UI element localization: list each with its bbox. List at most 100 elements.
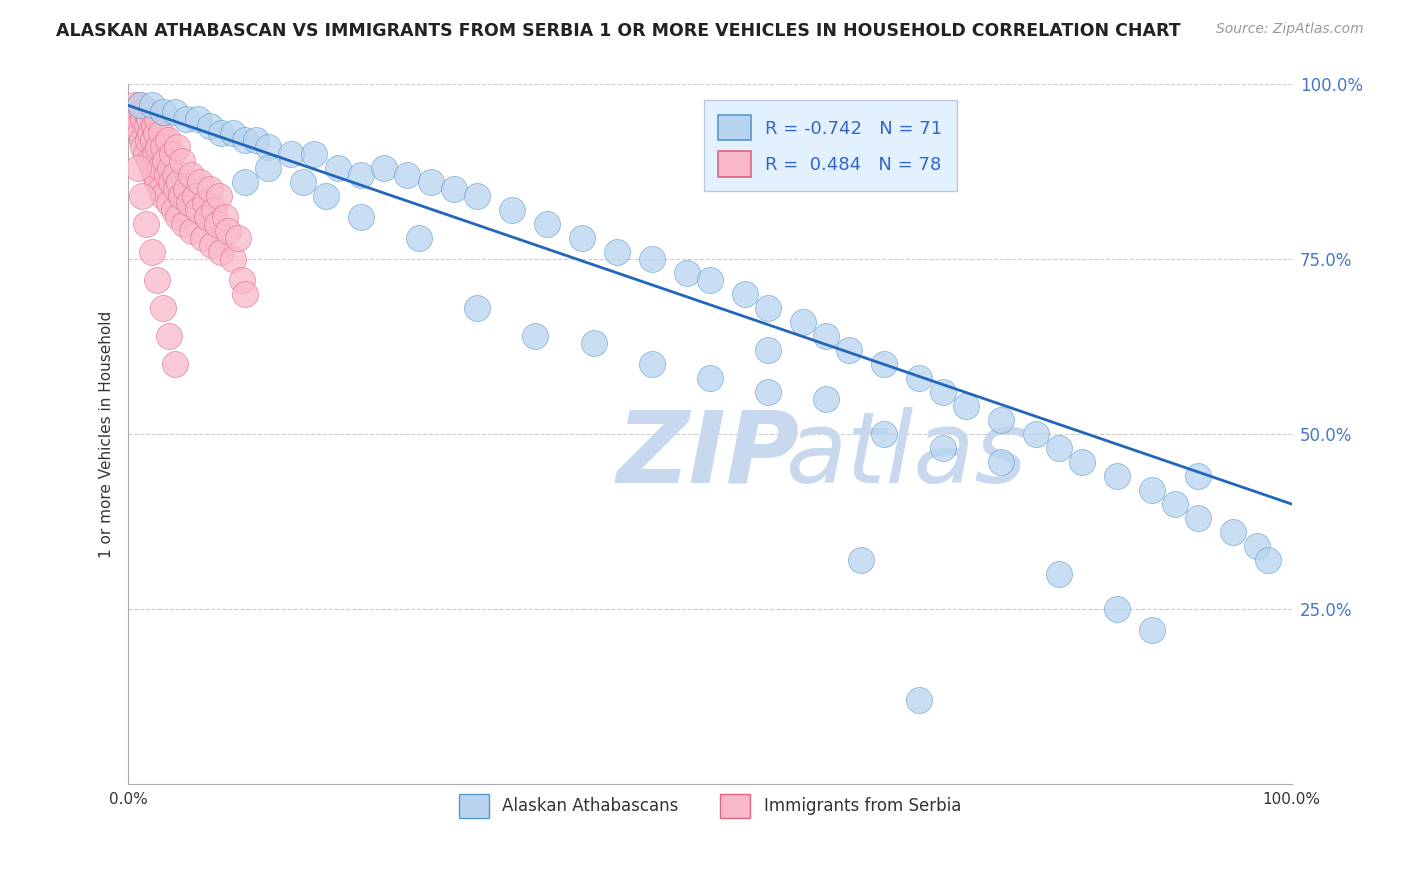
Point	[139, 127, 162, 141]
Point	[125, 105, 148, 120]
Point	[1105, 602, 1128, 616]
Point	[641, 252, 664, 267]
Point	[122, 112, 145, 127]
Point	[501, 203, 523, 218]
Point	[138, 112, 160, 127]
Point	[152, 189, 174, 203]
Point	[699, 273, 721, 287]
Point	[465, 189, 488, 203]
Point	[931, 441, 953, 455]
Point	[198, 120, 221, 134]
Point	[131, 105, 153, 120]
Point	[128, 98, 150, 112]
Point	[756, 385, 779, 400]
Point	[990, 455, 1012, 469]
Point	[141, 161, 163, 176]
Point	[350, 169, 373, 183]
Point	[536, 217, 558, 231]
Point	[209, 245, 232, 260]
Point	[145, 127, 167, 141]
Point	[873, 427, 896, 442]
Point	[167, 211, 190, 225]
Point	[127, 120, 149, 134]
Point	[1047, 441, 1070, 455]
Point	[1140, 483, 1163, 497]
Point	[245, 133, 267, 147]
Point	[128, 127, 150, 141]
Point	[146, 112, 169, 127]
Point	[148, 140, 170, 154]
Point	[138, 154, 160, 169]
Point	[163, 169, 186, 183]
Point	[908, 693, 931, 707]
Point	[191, 231, 214, 245]
Point	[756, 343, 779, 358]
Point	[141, 105, 163, 120]
Point	[1164, 497, 1187, 511]
Point	[1246, 539, 1268, 553]
Y-axis label: 1 or more Vehicles in Household: 1 or more Vehicles in Household	[100, 310, 114, 558]
Point	[141, 98, 163, 112]
Point	[198, 182, 221, 196]
Point	[160, 175, 183, 189]
Text: atlas: atlas	[786, 407, 1028, 504]
Point	[208, 189, 231, 203]
Point	[135, 147, 157, 161]
Point	[955, 399, 977, 413]
Point	[135, 120, 157, 134]
Point	[152, 105, 174, 120]
Point	[146, 273, 169, 287]
Point	[209, 127, 232, 141]
Point	[152, 301, 174, 316]
Point	[1222, 524, 1244, 539]
Point	[128, 98, 150, 112]
Point	[315, 189, 337, 203]
Point	[176, 112, 198, 127]
Text: ZIP: ZIP	[617, 407, 800, 504]
Point	[641, 357, 664, 371]
Point	[815, 329, 838, 343]
Point	[205, 217, 228, 231]
Point	[443, 182, 465, 196]
Point	[1025, 427, 1047, 442]
Point	[202, 203, 225, 218]
Point	[419, 175, 441, 189]
Point	[231, 273, 253, 287]
Point	[233, 175, 256, 189]
Point	[1257, 553, 1279, 567]
Point	[226, 231, 249, 245]
Point	[173, 217, 195, 231]
Point	[169, 189, 191, 203]
Point	[170, 154, 193, 169]
Point	[159, 161, 181, 176]
Point	[163, 105, 186, 120]
Point	[142, 133, 165, 147]
Point	[187, 203, 209, 218]
Point	[873, 357, 896, 371]
Point	[1105, 469, 1128, 483]
Point	[1187, 469, 1209, 483]
Point	[571, 231, 593, 245]
Point	[815, 392, 838, 406]
Point	[222, 127, 245, 141]
Point	[157, 196, 180, 211]
Point	[1140, 623, 1163, 637]
Point	[149, 161, 172, 176]
Point	[524, 329, 547, 343]
Point	[233, 133, 256, 147]
Point	[194, 196, 217, 211]
Point	[326, 161, 349, 176]
Point	[465, 301, 488, 316]
Point	[176, 182, 198, 196]
Point	[162, 147, 184, 161]
Point	[181, 224, 204, 238]
Point	[162, 203, 184, 218]
Text: ALASKAN ATHABASCAN VS IMMIGRANTS FROM SERBIA 1 OR MORE VEHICLES IN HOUSEHOLD COR: ALASKAN ATHABASCAN VS IMMIGRANTS FROM SE…	[56, 22, 1181, 40]
Point	[132, 112, 155, 127]
Point	[136, 133, 159, 147]
Point	[163, 357, 186, 371]
Point	[165, 182, 187, 196]
Point	[156, 169, 179, 183]
Point	[187, 112, 209, 127]
Point	[838, 343, 860, 358]
